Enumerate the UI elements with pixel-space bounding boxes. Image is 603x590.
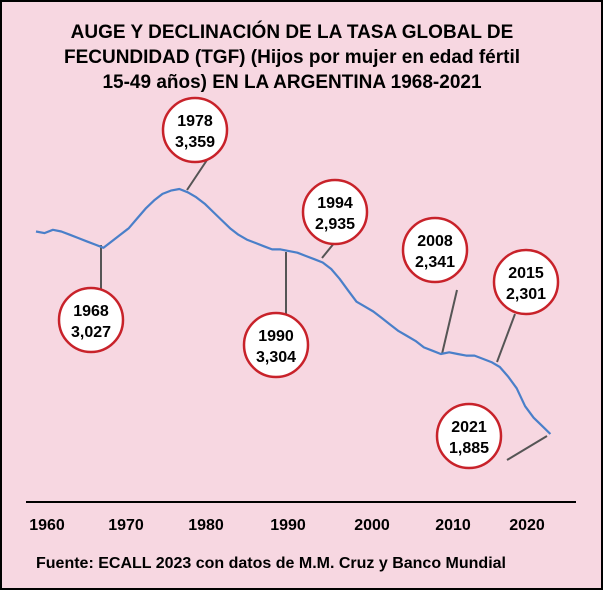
x-tick-label: 2010 [435, 517, 471, 534]
callout-circle [301, 178, 369, 246]
chart-title: AUGE Y DECLINACIÓN DE LA TASA GLOBAL DE … [22, 20, 562, 95]
callout-1968: 1968 3,027 [57, 286, 125, 354]
callout-year: 2015 [508, 265, 544, 282]
series-line [35, 187, 552, 435]
x-tick-label: 1980 [188, 517, 224, 534]
chart-title-line: AUGE Y DECLINACIÓN DE LA TASA GLOBAL DE [70, 22, 514, 43]
callout-year: 1990 [258, 328, 294, 345]
x-tick-label: 1970 [108, 517, 144, 534]
callout-value: 3,304 [256, 349, 296, 366]
chart-title-line: 15-49 años) EN LA ARGENTINA 1968-2021 [102, 72, 482, 93]
x-tick-labels: 1960 1970 1980 1990 2000 2010 2020 [29, 517, 545, 534]
callout-leader-1978 [186, 156, 210, 191]
x-tick-label: 2000 [354, 517, 390, 534]
callout-circle [242, 311, 310, 379]
callout-2021: 2021 1,885 [435, 402, 503, 470]
callout-value: 3,027 [71, 324, 111, 341]
callout-circle [57, 286, 125, 354]
callout-year: 1978 [177, 113, 213, 130]
callout-circle [492, 248, 560, 316]
callout-circle [401, 216, 469, 284]
chart-title-line: FECUNDIDAD (TGF) (Hijos por mujer en eda… [63, 47, 521, 68]
callout-leader-2008 [441, 289, 458, 355]
callouts: 1968 3,027 1978 3,359 1990 3,304 1994 2,935 2008… [57, 96, 560, 470]
callout-value: 2,301 [506, 286, 546, 303]
callout-1990: 1990 3,304 [242, 311, 310, 379]
callout-year: 2021 [451, 419, 487, 436]
callout-leader-2015 [496, 313, 516, 363]
callout-year: 1994 [317, 195, 353, 212]
callout-2008: 2008 2,341 [401, 216, 469, 284]
callout-value: 1,885 [449, 440, 489, 457]
callout-value: 2,935 [315, 216, 355, 233]
x-tick-label: 1960 [29, 517, 65, 534]
callout-year: 2008 [417, 233, 453, 250]
callout-year: 1968 [73, 303, 109, 320]
source-note: Fuente: ECALL 2023 con datos de M.M. Cru… [36, 555, 506, 572]
callout-1978: 1978 3,359 [161, 96, 229, 164]
x-tick-label: 1990 [270, 517, 306, 534]
callout-circle [161, 96, 229, 164]
callout-value: 3,359 [175, 134, 215, 151]
x-tick-label: 2020 [509, 517, 545, 534]
callout-leader-2021 [506, 435, 548, 461]
callout-1994: 1994 2,935 [301, 178, 369, 246]
callout-value: 2,341 [415, 254, 455, 271]
callout-2015: 2015 2,301 [492, 248, 560, 316]
callout-circle [435, 402, 503, 470]
